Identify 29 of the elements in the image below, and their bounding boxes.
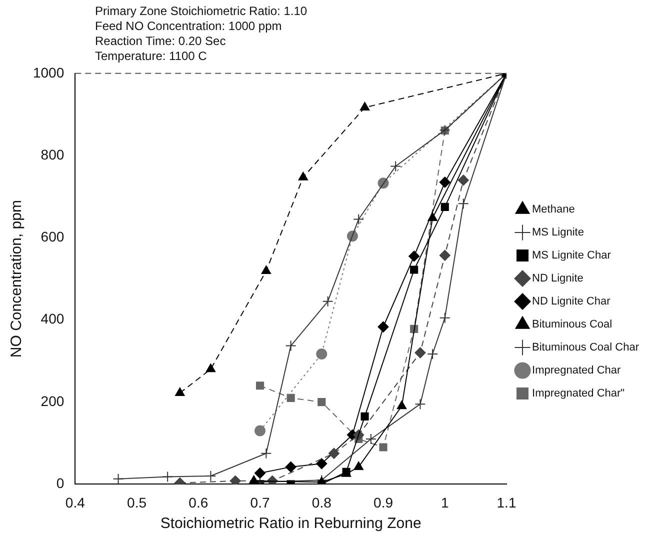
chart-title: Primary Zone Stoichiometric Ratio: 1.10	[95, 4, 308, 19]
x-tick-label: 1	[440, 494, 449, 510]
x-tick-label: 0.7	[250, 494, 270, 510]
y-axis-title: NO Concentration, ppm	[8, 200, 26, 358]
text: Reaction Time: 0.20 Sec	[95, 34, 227, 49]
x-tick-label: 0.4	[65, 494, 86, 510]
legend-label: Impregnated Char	[532, 364, 622, 377]
y-tick-label: 400	[40, 310, 64, 327]
x-tick-label: 0.8	[312, 494, 332, 510]
x-tick-label: 0.6	[188, 494, 208, 510]
text: Feed NO Concentration: 1000 ppm	[95, 19, 283, 34]
legend-label: Bituminous Coal Char	[532, 342, 640, 354]
legend-label: Methane	[532, 204, 575, 216]
y-tick-label: 800	[40, 146, 64, 162]
legend-label: Bituminous Coal	[532, 318, 612, 331]
legend-label: Impregnated Char"	[532, 388, 625, 400]
y-tick-label: 0	[56, 475, 64, 492]
y-tick-label: 200	[40, 392, 64, 409]
x-tick-label: 0.9	[374, 494, 394, 510]
x-axis-title: Stoichiometric Ratio in Reburning Zone	[160, 515, 422, 532]
legend-label: MS Lignite	[532, 226, 584, 239]
legend-label: ND Lignite Char	[532, 296, 611, 308]
y-tick-label: 600	[40, 228, 64, 245]
y-tick-label: 1000	[32, 64, 64, 80]
x-tick-label: 0.5	[127, 494, 147, 510]
x-tick-label: 1.1	[496, 494, 516, 510]
legend-label: ND Lignite	[532, 272, 584, 285]
legend-label: MS Lignite Char	[532, 250, 612, 262]
text: Temperature: 1100 C	[95, 49, 208, 64]
